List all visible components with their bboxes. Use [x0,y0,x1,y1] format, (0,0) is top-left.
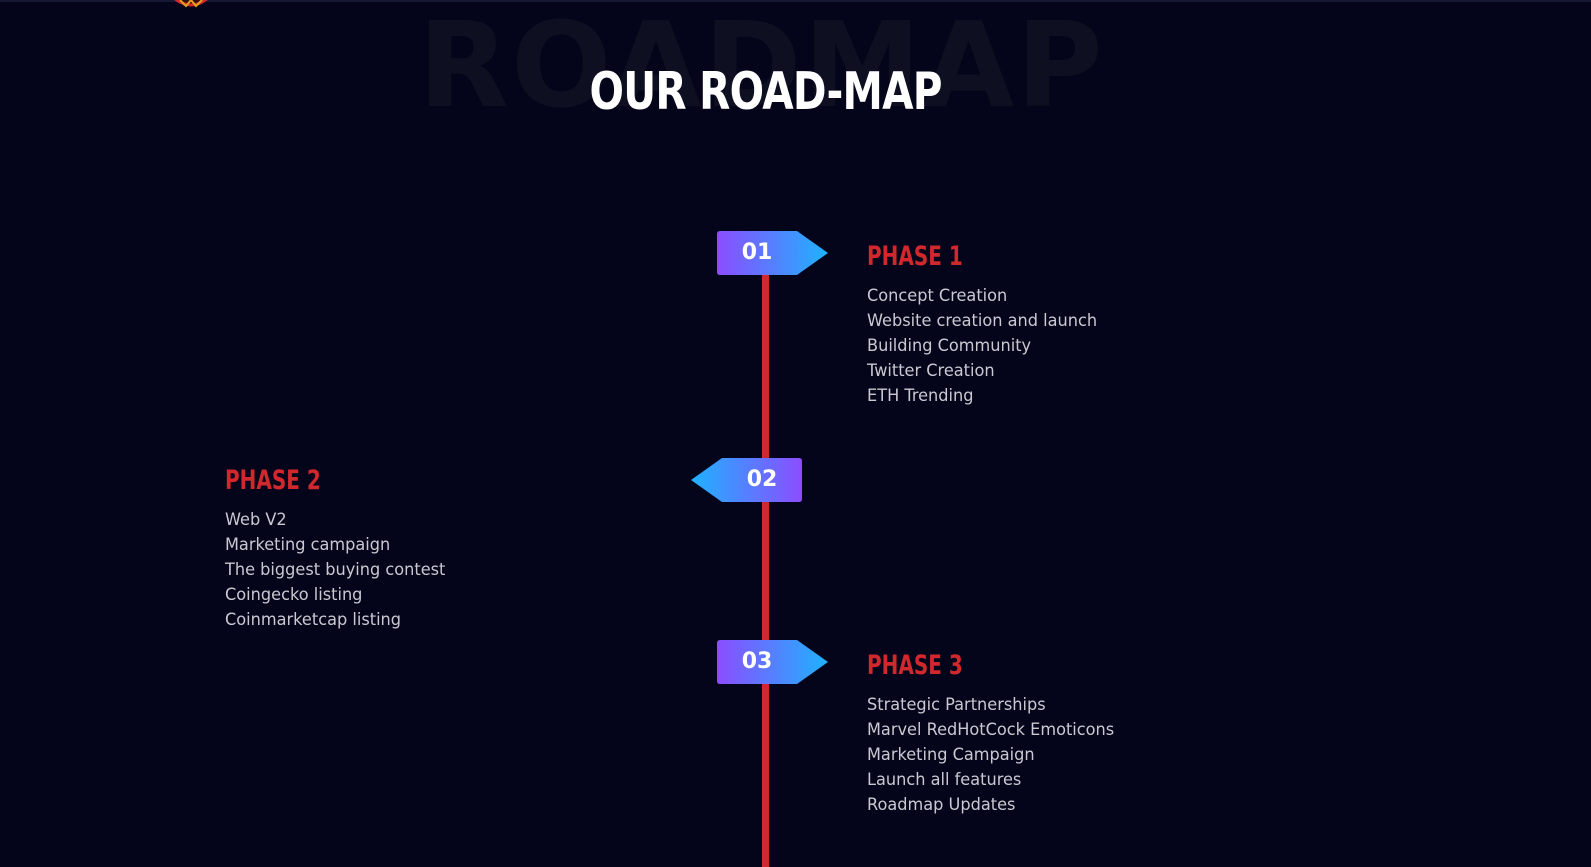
list-item: Web V2 [225,510,287,530]
phase-3-list: Strategic Partnerships Marvel RedHotCock… [867,693,1127,818]
phase-2-content: PHASE 2 Web V2 Marketing campaign The bi… [225,464,457,633]
roadmap-watermark: ROADMAP [418,0,1105,134]
phase-1-number: 01 [741,240,773,265]
phase-1-list: Concept Creation Website creation and la… [867,284,1109,409]
list-item: Marketing Campaign [867,745,1035,765]
phase-2-list: Web V2 Marketing campaign The biggest bu… [225,508,457,633]
list-item: Coinmarketcap listing [225,610,402,630]
phase-2-number: 02 [746,467,778,492]
list-item: Coingecko listing [225,585,363,605]
list-item: Building Community [867,336,1032,356]
section-title: OUR ROAD-MAP [589,62,943,122]
phase-1-title: PHASE 1 [867,241,963,272]
list-item: Concept Creation [867,286,1008,306]
list-item: Twitter Creation [867,361,995,381]
timeline-line [762,250,769,867]
phase-3-content: PHASE 3 Strategic Partnerships Marvel Re… [867,649,1127,818]
arrow-right-badge-icon [717,640,828,684]
arrow-right-badge-icon [717,231,828,275]
phase-1-content: PHASE 1 Concept Creation Website creatio… [867,240,1109,409]
phase-3-marker: 03 [717,640,829,684]
top-border [0,0,1591,2]
arrow-left-badge-icon [691,458,802,502]
phase-1-marker: 01 [717,231,829,275]
list-item: The biggest buying contest [225,560,446,580]
logo-icon[interactable] [168,0,214,8]
list-item: Launch all features [867,770,1022,790]
phase-2-marker: 02 [690,458,802,502]
list-item: Website creation and launch [867,311,1098,331]
list-item: ETH Trending [867,386,974,406]
list-item: Roadmap Updates [867,795,1016,815]
phase-3-number: 03 [741,649,773,674]
phase-3-title: PHASE 3 [867,650,963,681]
list-item: Marvel RedHotCock Emoticons [867,720,1115,740]
list-item: Strategic Partnerships [867,695,1046,715]
phase-2-title: PHASE 2 [225,465,321,496]
list-item: Marketing campaign [225,535,391,555]
